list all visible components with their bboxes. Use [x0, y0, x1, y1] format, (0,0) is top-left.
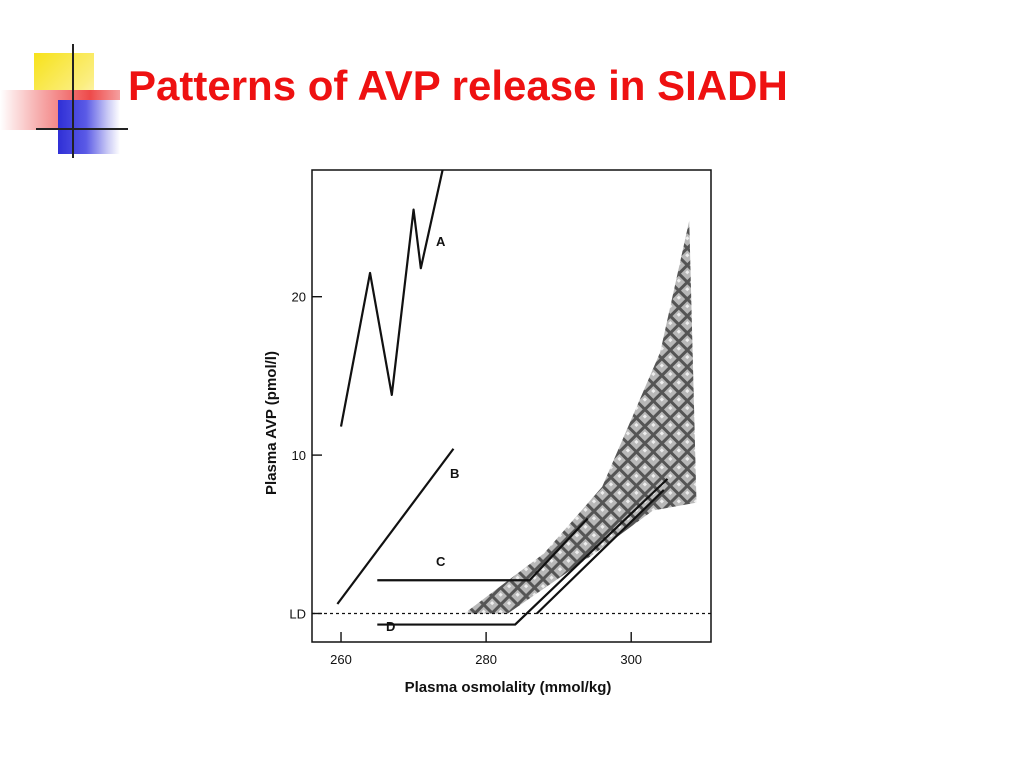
series-line-b — [336, 448, 455, 605]
series-line-d — [377, 478, 669, 626]
x-tick-label: 280 — [475, 652, 497, 667]
x-tick-label: 300 — [620, 652, 642, 667]
y-tick-label: LD — [289, 606, 306, 621]
series-line-c — [377, 517, 589, 582]
series-label-d: D — [386, 619, 395, 634]
logo-vertical-line — [72, 44, 74, 158]
series-label-c: C — [436, 554, 446, 569]
logo-blue-square — [58, 100, 120, 154]
series-label-a: A — [436, 234, 446, 249]
y-tick-label: 20 — [292, 290, 306, 305]
normal-range-band — [464, 220, 697, 614]
x-tick-label: 260 — [330, 652, 352, 667]
plot-frame — [311, 169, 712, 643]
series-line-extra-4 — [536, 489, 665, 615]
series-label-b: B — [450, 466, 459, 481]
logo-horizontal-line — [36, 128, 128, 130]
y-axis-label: Plasma AVP (pmol/l) — [263, 351, 280, 495]
x-axis-label: Plasma osmolality (mmol/kg) — [405, 679, 612, 696]
series-line-a — [339, 169, 444, 427]
y-tick-label: 10 — [292, 448, 306, 463]
slide-title: Patterns of AVP release in SIADH — [128, 62, 788, 109]
